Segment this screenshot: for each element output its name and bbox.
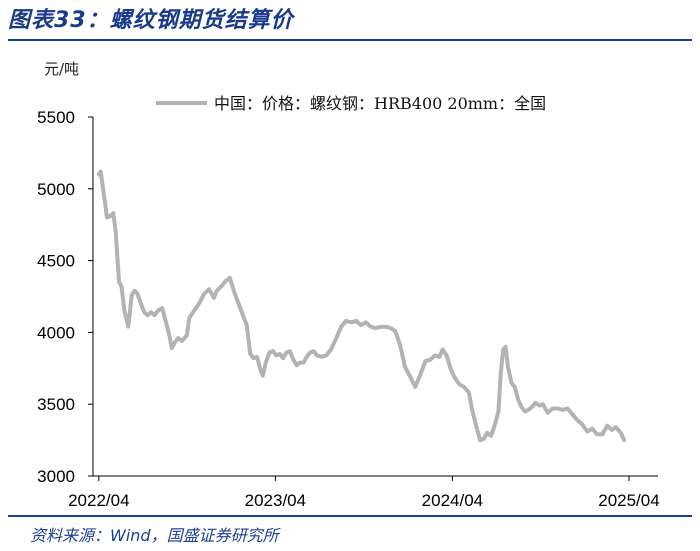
y-tick-label: 4500	[37, 252, 75, 271]
source-note: 资料来源：Wind，国盛证券研究所	[30, 526, 279, 545]
x-tick-label: 2024/04	[422, 491, 483, 510]
title-divider	[8, 39, 692, 41]
x-tick-label: 2023/04	[245, 491, 306, 510]
legend-label: 中国：价格：螺纹钢：HRB400 20mm：全国	[214, 94, 546, 113]
y-tick-label: 4000	[37, 323, 75, 342]
y-tick-label: 3500	[37, 395, 75, 414]
footer-divider	[8, 515, 692, 517]
x-tick-label: 2025/04	[598, 491, 659, 510]
y-axis-unit-label: 元/吨	[44, 60, 80, 78]
y-tick-label: 5000	[37, 180, 75, 199]
y-tick-label: 5500	[37, 108, 75, 127]
legend: 中国：价格：螺纹钢：HRB400 20mm：全国	[156, 94, 546, 113]
series-layer	[96, 169, 627, 443]
ticks-layer: 3000 3500 4000 4500 5000 5500 2022/04 2023/04 20…	[37, 108, 660, 510]
x-tick-label: 2022/04	[68, 491, 129, 510]
axes-layer	[92, 117, 658, 477]
y-tick-label: 3000	[37, 467, 75, 486]
figure-title: 图表33：螺纹钢期货结算价	[8, 8, 294, 33]
series-line	[96, 169, 627, 443]
